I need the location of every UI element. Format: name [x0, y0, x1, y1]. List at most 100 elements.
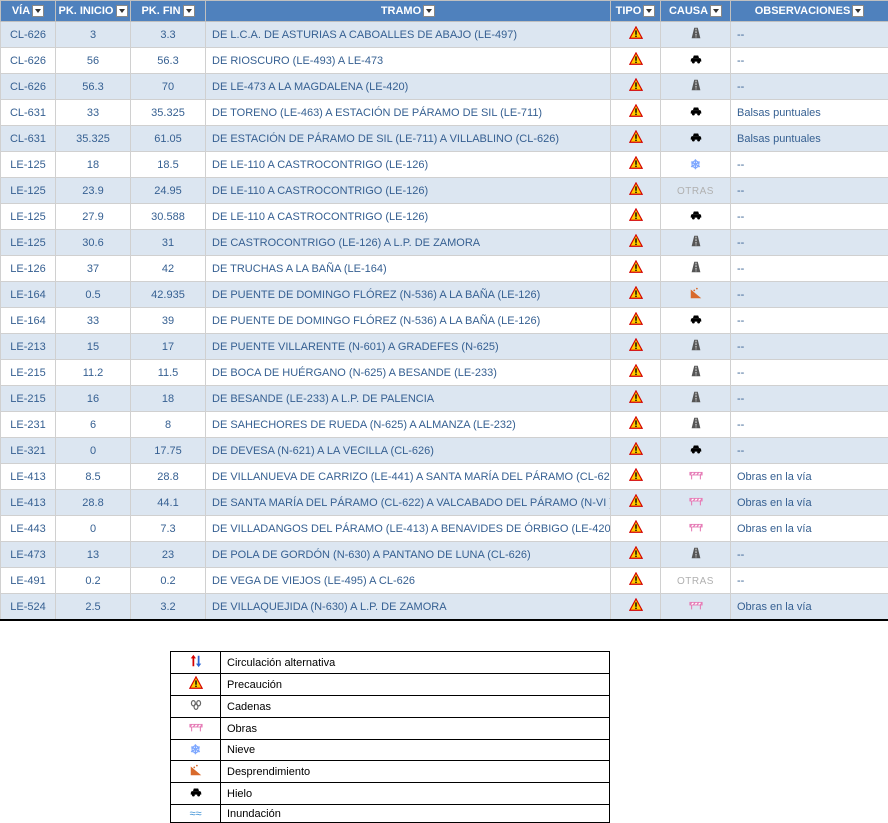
cell-obs: Obras en la vía — [731, 464, 888, 490]
cell-tipo — [611, 516, 661, 542]
table-row: LE-12523.924.95DE LE-110 A CASTROCONTRIG… — [1, 178, 888, 204]
header-observaciones[interactable]: OBSERVACIONES — [731, 1, 888, 22]
cell-tipo — [611, 48, 661, 74]
cell-tramo: DE CASTROCONTRIGO (LE-126) A L.P. DE ZAM… — [206, 230, 611, 256]
warning-icon — [629, 416, 643, 433]
cell-obs: -- — [731, 204, 888, 230]
cell-tramo: DE LE-110 A CASTROCONTRIGO (LE-126) — [206, 178, 611, 204]
table-row: LE-4138.528.8DE VILLANUEVA DE CARRIZO (L… — [1, 464, 888, 490]
cell-via: LE-215 — [1, 360, 56, 386]
filter-tramo-icon[interactable] — [423, 5, 435, 17]
cell-obs: Obras en la vía — [731, 594, 888, 621]
cell-tramo: DE TORENO (LE-463) A ESTACIÓN DE PÁRAMO … — [206, 100, 611, 126]
header-via[interactable]: VÍA — [1, 1, 56, 22]
cell-pki: 23.9 — [56, 178, 131, 204]
cell-obs: Obras en la vía — [731, 516, 888, 542]
cell-tramo: DE PUENTE VILLARENTE (N-601) A GRADEFES … — [206, 334, 611, 360]
cell-tramo: DE ESTACIÓN DE PÁRAMO DE SIL (LE-711) A … — [206, 126, 611, 152]
warning-icon — [629, 26, 643, 43]
header-tramo[interactable]: TRAMO — [206, 1, 611, 22]
cell-pkf: 70 — [131, 74, 206, 100]
cell-tipo — [611, 412, 661, 438]
cell-tipo — [611, 204, 661, 230]
filter-causa-icon[interactable] — [710, 5, 722, 17]
cell-obs: -- — [731, 568, 888, 594]
cell-via: LE-321 — [1, 438, 56, 464]
ice-car-icon — [689, 52, 703, 69]
warning-icon — [629, 104, 643, 121]
cell-pki: 13 — [56, 542, 131, 568]
cell-obs: -- — [731, 74, 888, 100]
legend-icon-cell: ❄ — [171, 740, 221, 761]
table-row: LE-1643339DE PUENTE DE DOMINGO FLÓREZ (N… — [1, 308, 888, 334]
table-row: LE-5242.53.2DE VILLAQUEJIDA (N-630) A L.… — [1, 594, 888, 621]
cell-causa — [661, 100, 731, 126]
warning-icon — [629, 208, 643, 225]
legend-label-cell: Circulación alternativa — [221, 652, 610, 674]
cell-causa — [661, 386, 731, 412]
filter-tipo-icon[interactable] — [643, 5, 655, 17]
table-row: LE-321017.75DE DEVESA (N-621) A LA VECIL… — [1, 438, 888, 464]
cell-tipo — [611, 542, 661, 568]
cell-causa — [661, 516, 731, 542]
header-pk-inicio[interactable]: PK. INICIO — [56, 1, 131, 22]
cell-tramo: DE PUENTE DE DOMINGO FLÓREZ (N-536) A LA… — [206, 308, 611, 334]
cell-pkf: 8 — [131, 412, 206, 438]
cell-pki: 56.3 — [56, 74, 131, 100]
table-row: LE-1640.542.935DE PUENTE DE DOMINGO FLÓR… — [1, 282, 888, 308]
legend-row: Desprendimiento — [171, 761, 610, 783]
legend-row: Obras — [171, 718, 610, 740]
cell-obs: -- — [731, 256, 888, 282]
cell-obs: -- — [731, 282, 888, 308]
filter-via-icon[interactable] — [32, 5, 44, 17]
cell-via: LE-125 — [1, 204, 56, 230]
header-pk-fin[interactable]: PK. FIN — [131, 1, 206, 22]
cell-pkf: 42.935 — [131, 282, 206, 308]
cell-obs: -- — [731, 542, 888, 568]
road-icon — [689, 260, 703, 277]
cell-tipo — [611, 334, 661, 360]
cell-pki: 33 — [56, 308, 131, 334]
warning-icon — [629, 494, 643, 511]
cell-obs: -- — [731, 438, 888, 464]
cell-causa — [661, 334, 731, 360]
filter-obs-icon[interactable] — [852, 5, 864, 17]
cell-via: LE-213 — [1, 334, 56, 360]
header-tipo[interactable]: TIPO — [611, 1, 661, 22]
cell-via: LE-125 — [1, 178, 56, 204]
table-row: LE-2131517DE PUENTE VILLARENTE (N-601) A… — [1, 334, 888, 360]
header-row: VÍA PK. INICIO PK. FIN TRAMO TIPO CAUSA … — [1, 1, 888, 22]
snow-icon: ❄ — [190, 742, 201, 758]
cell-tipo — [611, 282, 661, 308]
warning-icon — [629, 546, 643, 563]
filter-pki-icon[interactable] — [116, 5, 128, 17]
cell-obs: -- — [731, 386, 888, 412]
roadworks-icon — [689, 598, 703, 615]
cell-pki: 16 — [56, 386, 131, 412]
road-icon — [689, 364, 703, 381]
warning-icon — [629, 182, 643, 199]
road-icon — [689, 338, 703, 355]
cell-pkf: 3.3 — [131, 22, 206, 48]
table-row: LE-12530.631DE CASTROCONTRIGO (LE-126) A… — [1, 230, 888, 256]
landslide-icon — [189, 763, 203, 780]
cell-via: CL-631 — [1, 126, 56, 152]
ice-car-icon — [689, 130, 703, 147]
cell-via: LE-215 — [1, 386, 56, 412]
header-causa[interactable]: CAUSA — [661, 1, 731, 22]
cell-causa — [661, 412, 731, 438]
cell-via: CL-631 — [1, 100, 56, 126]
cell-pki: 37 — [56, 256, 131, 282]
cell-via: LE-164 — [1, 308, 56, 334]
cell-tipo — [611, 438, 661, 464]
cell-via: LE-126 — [1, 256, 56, 282]
cell-pki: 0 — [56, 438, 131, 464]
cell-pkf: 23 — [131, 542, 206, 568]
flood-icon: ≈≈ — [189, 808, 201, 820]
cell-causa — [661, 48, 731, 74]
cell-pkf: 39 — [131, 308, 206, 334]
filter-pkf-icon[interactable] — [183, 5, 195, 17]
warning-icon — [629, 286, 643, 303]
cell-pki: 15 — [56, 334, 131, 360]
cell-causa — [661, 542, 731, 568]
